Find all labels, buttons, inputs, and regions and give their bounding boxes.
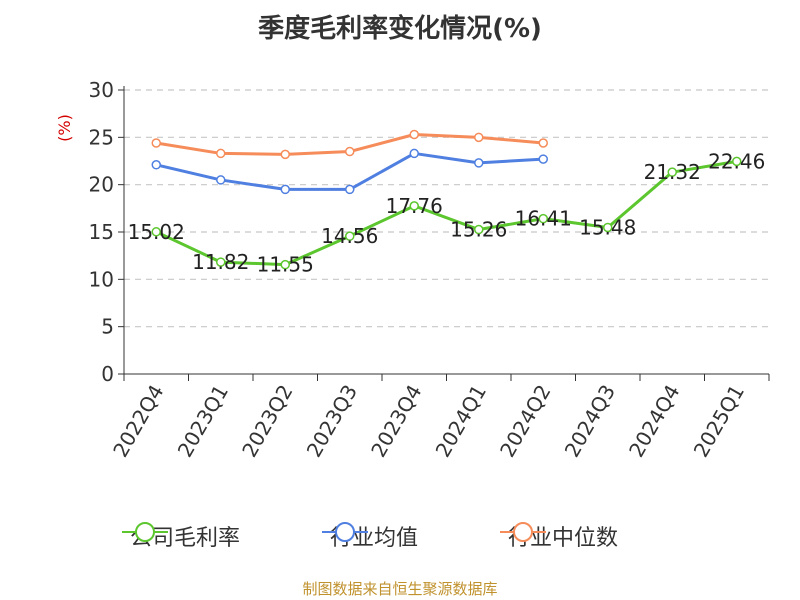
data-label: 22.46 (708, 149, 765, 173)
data-point (345, 231, 355, 241)
chart-title: 季度毛利率变化情况(%) (258, 14, 542, 44)
x-tick-label: 2022Q4 (108, 381, 168, 462)
data-point (151, 227, 161, 237)
data-label: 17.76 (386, 194, 443, 218)
x-tick-label: 2023Q1 (173, 381, 233, 462)
x-tick-label: 2025Q1 (689, 381, 749, 462)
data-point (216, 257, 226, 267)
data-point (280, 149, 290, 160)
data-point (538, 138, 548, 148)
series-line (155, 159, 737, 267)
data-point (151, 160, 161, 170)
y-tick-label: 10 (89, 267, 114, 291)
data-point (732, 156, 742, 167)
y-tick-label: 30 (89, 78, 114, 102)
data-point (474, 224, 484, 235)
data-point (474, 158, 484, 168)
x-tick-label: 2024Q2 (495, 381, 555, 462)
data-point (603, 222, 613, 233)
source-footer: 制图数据来自恒生聚源数据库 (302, 580, 498, 598)
data-point (409, 201, 419, 211)
data-label: 15.26 (450, 218, 507, 242)
data-point (409, 129, 419, 140)
data-label: 11.55 (257, 253, 314, 277)
data-point (216, 148, 226, 159)
data-point (216, 175, 226, 185)
x-tick-label: 2023Q4 (366, 381, 426, 462)
data-point (345, 184, 355, 195)
data-point (474, 132, 484, 143)
x-tick-label: 2023Q3 (302, 381, 362, 462)
data-label: 11.82 (192, 250, 249, 274)
y-tick-label: 5 (101, 315, 114, 339)
data-label: 21.32 (644, 160, 701, 184)
data-point (280, 184, 290, 195)
legend-item-company[interactable]: 公司毛利率 (122, 520, 240, 552)
y-tick-label: 25 (89, 125, 114, 149)
x-tick-label: 2023Q2 (237, 381, 297, 462)
data-label: 16.41 (515, 207, 572, 231)
y-tick-label: 0 (101, 362, 114, 386)
data-point (538, 213, 548, 224)
legend-marker-icon (322, 522, 368, 542)
y-tick-label: 20 (89, 173, 114, 197)
x-tick-label: 2024Q4 (624, 381, 684, 462)
legend-marker-icon (122, 522, 168, 542)
legend-marker-icon (500, 522, 546, 542)
y-axis-label: (%) (55, 114, 74, 142)
data-point (280, 259, 290, 270)
data-label: 14.56 (321, 224, 378, 248)
data-point (345, 146, 355, 157)
y-tick-label: 15 (89, 220, 114, 244)
data-label: 15.02 (128, 220, 185, 244)
data-point (409, 148, 419, 159)
data-point (667, 167, 677, 177)
data-point (151, 138, 161, 148)
x-tick-label: 2024Q1 (431, 381, 491, 462)
data-label: 15.48 (579, 215, 636, 239)
legend-item-industry-mean[interactable]: 行业均值 (322, 520, 418, 552)
legend-item-industry-median[interactable]: 行业中位数 (500, 520, 618, 552)
series-line (155, 151, 544, 191)
data-point (538, 154, 548, 164)
x-tick-label: 2024Q3 (560, 381, 620, 462)
